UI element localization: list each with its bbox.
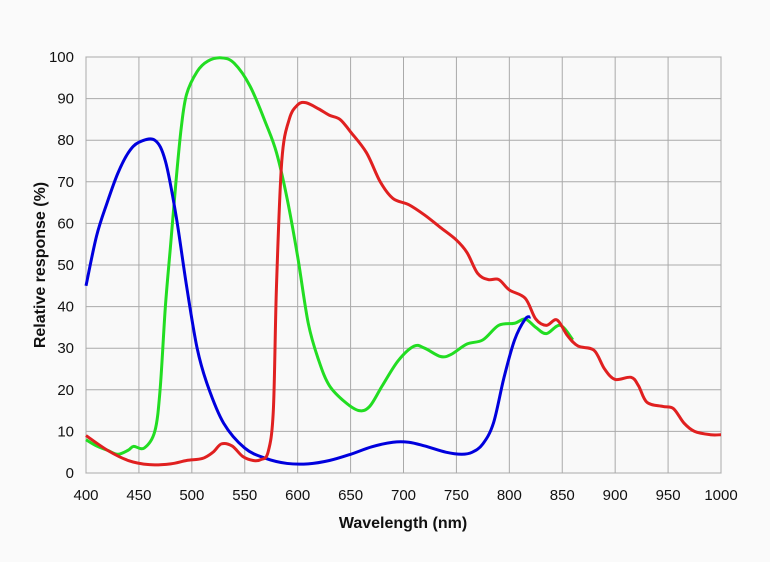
y-tick-label: 20	[57, 382, 74, 399]
series-line-2	[85, 100, 722, 467]
y-tick-label: 90	[57, 91, 74, 108]
x-tick-label: 750	[444, 487, 469, 504]
x-tick-label: 950	[656, 487, 681, 504]
x-tick-label: 400	[73, 487, 98, 504]
x-axis-label: Wavelength (nm)	[339, 515, 467, 532]
x-tick-label: 650	[338, 487, 363, 504]
y-tick-label: 40	[57, 299, 74, 316]
x-tick-label: 800	[497, 487, 522, 504]
x-tick-label: 550	[232, 487, 257, 504]
y-tick-label: 70	[57, 174, 74, 191]
y-tick-label: 50	[57, 257, 74, 274]
y-tick-label: 60	[57, 215, 74, 232]
x-tick-label: 1000	[704, 487, 737, 504]
y-tick-label: 0	[66, 465, 74, 482]
y-axis-label: Relative response (%)	[32, 182, 49, 348]
y-tick-label: 30	[57, 340, 74, 357]
x-tick-label: 600	[285, 487, 310, 504]
x-tick-label: 900	[603, 487, 628, 504]
y-tick-label: 80	[57, 132, 74, 149]
x-tick-label: 500	[179, 487, 204, 504]
series-line-1	[85, 56, 575, 456]
x-tick-label: 450	[126, 487, 151, 504]
y-tick-label: 10	[57, 423, 74, 440]
x-tick-label: 850	[550, 487, 575, 504]
x-tick-label: 700	[391, 487, 416, 504]
series-line-0	[84, 137, 532, 466]
y-tick-label: 100	[49, 49, 74, 66]
